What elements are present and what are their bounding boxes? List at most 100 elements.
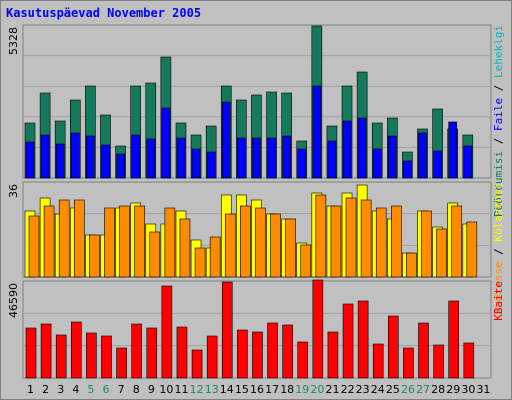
x-tick-label-29: 29	[446, 383, 460, 396]
panel-visits: 36 Aadresse / Külastusi	[7, 181, 505, 314]
bar-hits-b-day-4	[70, 132, 80, 179]
bar-kbytes-a-day-5	[86, 332, 97, 379]
bar-hits-b-day-18	[282, 135, 291, 179]
bar-kbytes-a-day-23	[357, 300, 369, 379]
bar-hits-b-day-12	[191, 148, 201, 179]
legend-kbytes: KBaite	[492, 281, 505, 321]
bar-visits-b-day-20	[315, 194, 327, 278]
bar-kbytes-a-day-27	[418, 322, 429, 379]
bar-kbytes-a-day-7	[116, 347, 127, 379]
bar-hits-b-day-10	[161, 107, 171, 179]
x-tick-label-31: 31	[476, 383, 490, 396]
bar-visits-b-day-12	[194, 247, 206, 278]
y-max-label-visits: 36	[7, 184, 20, 198]
bar-kbytes-a-day-11	[176, 326, 188, 379]
bar-kbytes-a-day-9	[146, 327, 158, 379]
x-tick-label-8: 8	[133, 383, 140, 396]
bar-hits-b-day-9	[146, 138, 156, 179]
bar-hits-b-day-8	[131, 134, 140, 179]
bar-hits-b-day-19	[297, 148, 307, 179]
bar-kbytes-a-day-18	[282, 324, 293, 379]
bar-visits-b-day-28	[436, 228, 447, 278]
bar-kbytes-a-day-22	[342, 303, 354, 379]
bar-visits-b-day-17	[270, 213, 281, 278]
x-tick-label-23: 23	[356, 383, 370, 396]
y-max-label-hits: 5328	[7, 27, 20, 55]
bar-visits-b-day-26	[406, 252, 417, 278]
bar-kbytes-a-day-21	[327, 331, 339, 379]
bar-visits-b-day-8	[134, 205, 145, 278]
legend-item-hits-0: Pöördumisi	[492, 151, 505, 217]
bar-visits-b-day-1	[28, 215, 40, 278]
bar-visits-b-day-2	[43, 205, 55, 278]
bar-kbytes-a-day-15	[237, 329, 248, 379]
bar-hits-b-day-3	[55, 143, 65, 179]
bar-hits-b-day-20	[312, 85, 322, 179]
bar-visits-b-day-23	[360, 199, 372, 278]
legend-item-visits-1: /	[492, 242, 505, 262]
bar-hits-b-day-11	[176, 137, 186, 179]
x-tick-label-22: 22	[341, 383, 355, 396]
bar-kbytes-a-day-29	[448, 300, 460, 379]
bar-hits-b-day-28	[433, 150, 442, 179]
bar-visits-b-day-15	[240, 205, 251, 278]
bar-hits-b-day-22	[342, 120, 352, 179]
legend-visits: Aadresse / Külastusi	[492, 182, 505, 314]
bar-kbytes-a-day-20	[312, 279, 324, 379]
x-tick-label-18: 18	[280, 383, 294, 396]
x-tick-label-13: 13	[205, 383, 219, 396]
x-tick-label-16: 16	[250, 383, 264, 396]
x-tick-label-2: 2	[42, 383, 49, 396]
bar-visits-b-day-10	[164, 207, 176, 278]
bar-kbytes-a-day-8	[131, 323, 142, 379]
bar-visits-b-day-4	[73, 199, 85, 278]
bar-visits-b-day-5	[89, 234, 100, 278]
x-tick-label-27: 27	[416, 383, 430, 396]
x-tick-label-6: 6	[103, 383, 110, 396]
bar-visits-b-day-16	[255, 207, 266, 278]
x-tick-label-25: 25	[386, 383, 400, 396]
bar-visits-b-day-3	[58, 199, 70, 278]
bar-visits-b-day-19	[300, 244, 312, 278]
bar-hits-b-day-1	[25, 141, 35, 179]
bar-visits-b-day-14	[224, 213, 236, 278]
bar-kbytes-a-day-19	[297, 341, 309, 379]
bar-visits-b-day-9	[149, 231, 161, 278]
x-tick-label-20: 20	[310, 383, 324, 396]
bar-kbytes-a-day-6	[101, 335, 112, 379]
bar-visits-b-day-22	[345, 197, 357, 278]
x-tick-label-17: 17	[265, 383, 279, 396]
bar-visits-b-day-27	[421, 210, 432, 278]
legend-item-visits-2: Külastusi	[492, 182, 505, 242]
bar-hits-b-day-2	[40, 134, 50, 179]
bar-kbytes-a-day-13	[206, 335, 218, 379]
bar-hits-b-day-14	[221, 101, 231, 179]
x-tick-label-14: 14	[220, 383, 234, 396]
bar-kbytes-a-day-1	[25, 327, 37, 379]
x-tick-label-11: 11	[175, 383, 189, 396]
bar-visits-b-day-21	[330, 205, 342, 278]
bar-kbytes-a-day-12	[191, 349, 203, 379]
bar-kbytes-a-day-26	[403, 347, 414, 379]
bar-kbytes-a-day-4	[70, 321, 82, 379]
x-tick-label-24: 24	[371, 383, 385, 396]
x-tick-label-9: 9	[148, 383, 155, 396]
bar-visits-b-day-25	[391, 205, 402, 278]
bar-visits-b-day-11	[179, 218, 191, 278]
chart-title: Kasutuspäevad November 2005	[6, 6, 202, 20]
bar-hits-b-day-30	[463, 145, 473, 179]
legend-item-hits-1: /	[492, 131, 505, 151]
bar-kbytes-a-day-24	[372, 343, 384, 379]
bar-kbytes-a-day-3	[55, 334, 67, 379]
bar-hits-b-day-16	[252, 137, 261, 179]
x-tick-label-30: 30	[461, 383, 475, 396]
legend-item-hits-2: Faile	[492, 98, 505, 131]
x-tick-label-1: 1	[27, 383, 34, 396]
bar-kbytes-a-day-25	[388, 315, 399, 379]
bar-hits-b-day-23	[357, 117, 367, 179]
x-tick-label-19: 19	[295, 383, 309, 396]
x-tick-label-12: 12	[190, 383, 204, 396]
bar-visits-b-day-13	[209, 236, 221, 278]
bar-visits-b-day-6	[104, 207, 115, 278]
